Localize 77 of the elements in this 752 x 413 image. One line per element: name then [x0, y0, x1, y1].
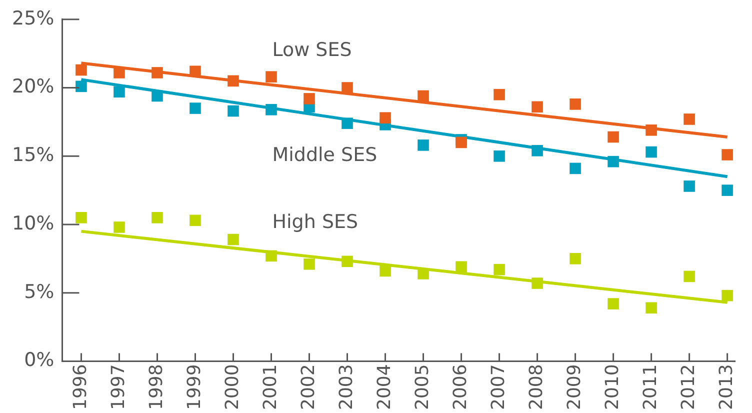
point [190, 214, 201, 226]
x-tick-label: 2007 [488, 364, 509, 410]
point [608, 131, 619, 143]
point [76, 212, 87, 224]
x-tick-label: 2003 [336, 364, 357, 410]
point [266, 250, 277, 262]
point [114, 86, 125, 98]
point [532, 101, 543, 113]
point [646, 146, 657, 158]
x-tick-label: 2006 [450, 364, 471, 410]
point [646, 302, 657, 314]
x-tick-label: 2000 [222, 364, 243, 410]
point [684, 180, 695, 192]
x-tick-label: 2010 [602, 364, 623, 410]
point [304, 258, 315, 270]
y-tick-label: 5% [24, 280, 54, 303]
point [608, 298, 619, 310]
x-tick-label: 2011 [640, 364, 661, 410]
point [494, 150, 505, 162]
point [570, 98, 581, 110]
point [380, 265, 391, 277]
point [418, 140, 429, 151]
point [418, 90, 429, 102]
point [722, 184, 733, 196]
x-tick-label: 2013 [716, 364, 737, 410]
point [494, 88, 505, 100]
point [76, 80, 87, 92]
point [608, 156, 619, 168]
x-tick-label: 2005 [412, 364, 433, 410]
point [456, 136, 467, 148]
point [646, 124, 657, 136]
x-tick-label: 1996 [70, 364, 91, 410]
point [152, 67, 163, 78]
point [114, 67, 125, 78]
y-tick-label: 20% [12, 76, 54, 98]
point [380, 112, 391, 124]
point [152, 90, 163, 102]
point [76, 64, 87, 76]
x-tick-label: 1998 [146, 364, 167, 410]
x-tick-label: 2009 [564, 364, 585, 410]
x-tick-label: 2012 [678, 364, 699, 410]
series-label: High SES [272, 211, 358, 234]
x-tick-label: 1997 [108, 364, 129, 410]
point [342, 118, 353, 129]
x-tick-label: 1999 [184, 364, 205, 410]
point [266, 104, 277, 116]
point [418, 268, 429, 280]
point [684, 114, 695, 125]
point [532, 278, 543, 289]
x-tick-label: 2004 [374, 364, 395, 410]
y-tick-label: 0% [24, 349, 54, 372]
point [532, 144, 543, 156]
point [114, 222, 125, 233]
x-tick-label: 2001 [260, 364, 281, 410]
point [342, 82, 353, 94]
y-tick-label: 15% [12, 144, 54, 166]
point [228, 75, 239, 87]
point [304, 93, 315, 104]
y-tick-label: 25% [12, 7, 54, 30]
point [722, 149, 733, 160]
point [342, 256, 353, 268]
x-tick-label: 2002 [298, 364, 319, 410]
point [570, 162, 581, 174]
point [684, 270, 695, 282]
point [494, 264, 505, 276]
x-tick-label: 2008 [526, 364, 547, 410]
point [228, 234, 239, 246]
point [152, 212, 163, 224]
point [456, 261, 467, 273]
y-tick-label: 10% [12, 212, 54, 234]
point [570, 252, 581, 264]
point [228, 105, 239, 117]
point [266, 71, 277, 82]
series-label: Low SES [272, 38, 352, 61]
point [190, 102, 201, 114]
point [722, 290, 733, 302]
series-label: Middle SES [272, 144, 378, 166]
